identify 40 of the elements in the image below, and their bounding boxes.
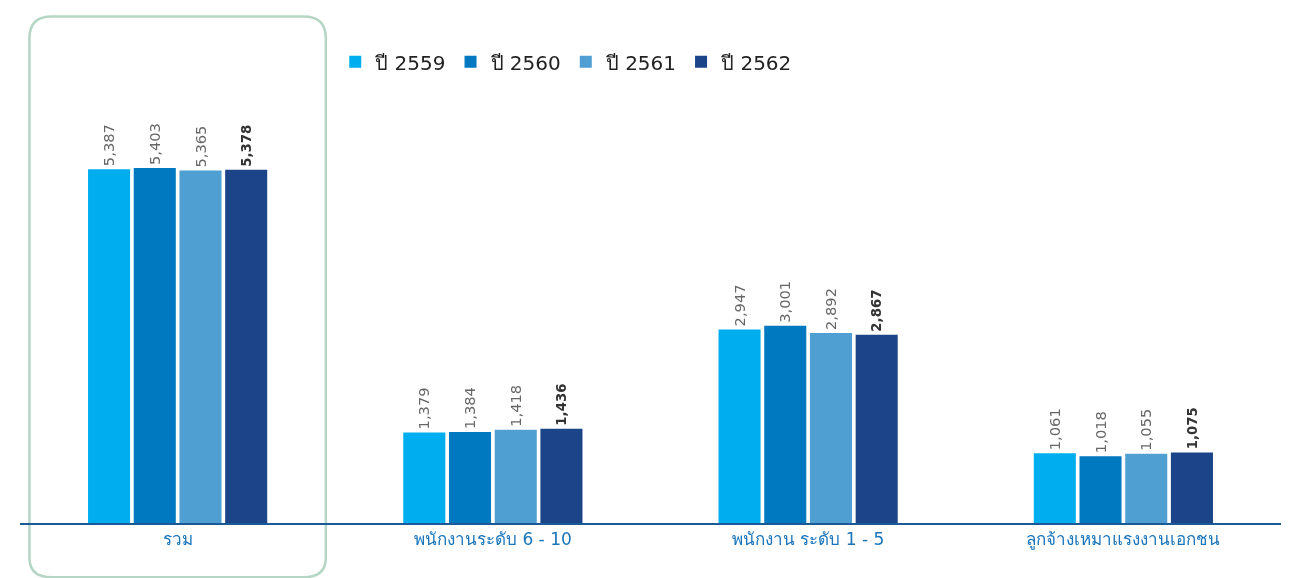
legend-label: ปี 2561 [605,50,677,75]
data-label: 1,055 [1137,408,1155,451]
bar [1033,453,1076,523]
data-label: 1,384 [461,387,479,430]
data-label: 5,387 [100,124,118,167]
bar [540,428,583,523]
bar [1125,453,1168,523]
data-label: 5,365 [191,125,209,168]
data-label: 3,001 [776,280,794,323]
bar [718,329,761,523]
data-label: 1,061 [1045,408,1063,451]
bar [133,168,176,523]
legend-label: ปี 2560 [490,50,561,75]
bar [809,333,853,523]
legend-label: ปี 2562 [721,50,792,75]
data-label: 5,378 [238,124,254,167]
data-label: 2,892 [822,287,840,331]
bar [494,429,537,523]
x-tick-label: รวม [162,529,193,550]
data-label: 2,867 [869,289,885,332]
bar [225,169,268,523]
bar [1170,452,1213,523]
data-label: 5,403 [145,123,163,166]
bar [403,432,446,523]
data-label: 1,075 [1184,407,1200,450]
bar [764,325,807,523]
x-tick-label: ลูกจ้างเหมาแรงงานเอกชน [1026,529,1221,551]
bar [179,170,222,523]
legend-label: ปี 2559 [375,50,446,75]
bar [855,334,898,523]
x-tick-label: พนักงาน ระดับ 1 - 5 [731,529,885,550]
data-label: 1,418 [506,384,524,427]
bar [448,432,492,523]
x-tick-label: พนักงานระดับ 6 - 10 [413,529,572,550]
data-label: 1,018 [1091,411,1109,454]
data-label: 2,947 [730,284,748,327]
data-label: 1,436 [554,383,570,426]
bar [1079,456,1122,523]
data-label: 1,379 [415,387,433,430]
bar [88,169,131,523]
